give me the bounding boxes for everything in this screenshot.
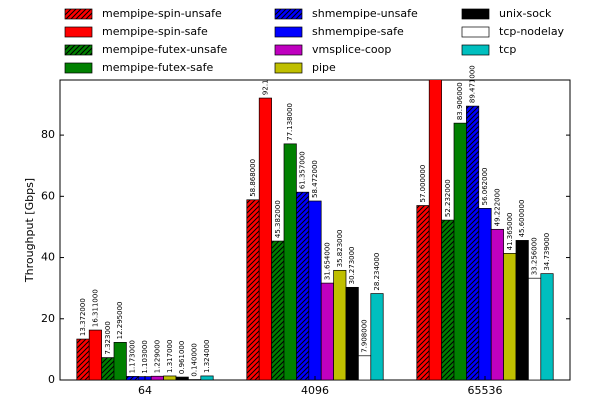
bar [272, 241, 284, 380]
value-label: 58.472000 [311, 160, 319, 198]
legend-swatch [462, 45, 489, 55]
value-label: 92.1 [261, 79, 269, 95]
bar [429, 77, 441, 380]
x-tick-label: 4096 [301, 384, 329, 397]
legend-swatch [275, 9, 302, 19]
value-label: 1.317000 [166, 340, 174, 373]
value-label: 1.324000 [203, 340, 211, 373]
value-label: 45.600000 [518, 200, 526, 238]
bar [151, 376, 163, 380]
x-tick-label: 65536 [468, 384, 503, 397]
bar [504, 253, 516, 380]
bar [309, 201, 321, 380]
value-label: 16.311000 [91, 289, 99, 327]
bar [371, 294, 383, 380]
value-label: 58.868000 [249, 159, 257, 197]
legend-label: tcp [499, 43, 516, 56]
bar [358, 356, 370, 380]
legend-swatch [275, 63, 302, 73]
bar [541, 274, 553, 380]
legend-swatch [65, 45, 92, 55]
bar [454, 123, 466, 380]
value-label: 1.173000 [129, 340, 137, 373]
bar [321, 283, 333, 380]
legend-label: shmempipe-safe [312, 25, 404, 38]
bar [164, 376, 176, 380]
bar [296, 192, 308, 380]
value-label: 41.365000 [506, 213, 514, 251]
value-label: 45.382000 [274, 200, 282, 238]
bar [334, 270, 346, 380]
bar [528, 278, 540, 380]
bar [491, 229, 503, 380]
y-tick-label: 20 [41, 312, 55, 325]
value-label: 49.222000 [493, 188, 501, 226]
value-label: 35.823000 [336, 229, 344, 267]
value-label: 52.232000 [444, 179, 452, 217]
bar [417, 206, 429, 380]
value-label: 0.140000 [191, 343, 199, 376]
value-label: 57.000000 [419, 165, 427, 203]
legend-label: mempipe-spin-safe [102, 25, 208, 38]
value-label: 28.234000 [373, 253, 381, 291]
value-label: 77.138000 [286, 103, 294, 141]
legend-label: mempipe-futex-unsafe [102, 43, 227, 56]
bar [284, 144, 296, 380]
bar [442, 220, 454, 380]
legend-swatch [462, 27, 489, 37]
bar [114, 342, 126, 380]
bar [247, 200, 259, 380]
value-label: 89.471000 [469, 65, 477, 103]
legend-label: vmsplice-coop [312, 43, 391, 56]
bar [176, 377, 188, 380]
legend-swatch [275, 45, 302, 55]
bar [89, 330, 101, 380]
bar [201, 376, 213, 380]
value-label: 31.654000 [323, 242, 331, 280]
value-label: 83.906000 [456, 82, 464, 120]
value-label: 30.273000 [348, 246, 356, 284]
value-label: 7.908000 [361, 319, 369, 352]
legend-swatch [65, 27, 92, 37]
value-label: 13.372000 [79, 298, 87, 336]
legend-label: tcp-nodelay [499, 25, 565, 38]
value-label: 12.295000 [116, 302, 124, 340]
bar [259, 98, 271, 380]
bar [77, 339, 89, 380]
y-tick-label: 80 [41, 128, 55, 141]
legend-swatch [65, 9, 92, 19]
bar [466, 106, 478, 380]
value-label: 1.229000 [153, 340, 161, 373]
bar [346, 287, 358, 380]
value-label: 1.103000 [141, 340, 149, 373]
bar [516, 240, 528, 380]
legend-label: unix-sock [499, 7, 552, 20]
y-tick-label: 40 [41, 251, 55, 264]
y-tick-label: 60 [41, 189, 55, 202]
bar [126, 376, 138, 380]
value-label: 61.357000 [299, 151, 307, 189]
legend-label: mempipe-futex-safe [102, 61, 214, 74]
legend-label: mempipe-spin-unsafe [102, 7, 222, 20]
bar [102, 358, 114, 380]
legend-swatch [65, 63, 92, 73]
x-tick-label: 64 [138, 384, 152, 397]
legend-swatch [462, 9, 489, 19]
plot-area [77, 77, 553, 380]
value-label: 0.961000 [178, 341, 186, 374]
legend-label: pipe [312, 61, 336, 74]
y-axis-label: Throughput [Gbps] [23, 178, 36, 283]
value-label: 33.256000 [531, 237, 539, 275]
value-label: 56.062000 [481, 168, 489, 206]
legend-label: shmempipe-unsafe [312, 7, 418, 20]
value-label: 7.323000 [104, 321, 112, 354]
bar [479, 208, 491, 380]
value-label: 34.739000 [543, 233, 551, 271]
legend-swatch [275, 27, 302, 37]
y-tick-label: 0 [48, 373, 55, 386]
